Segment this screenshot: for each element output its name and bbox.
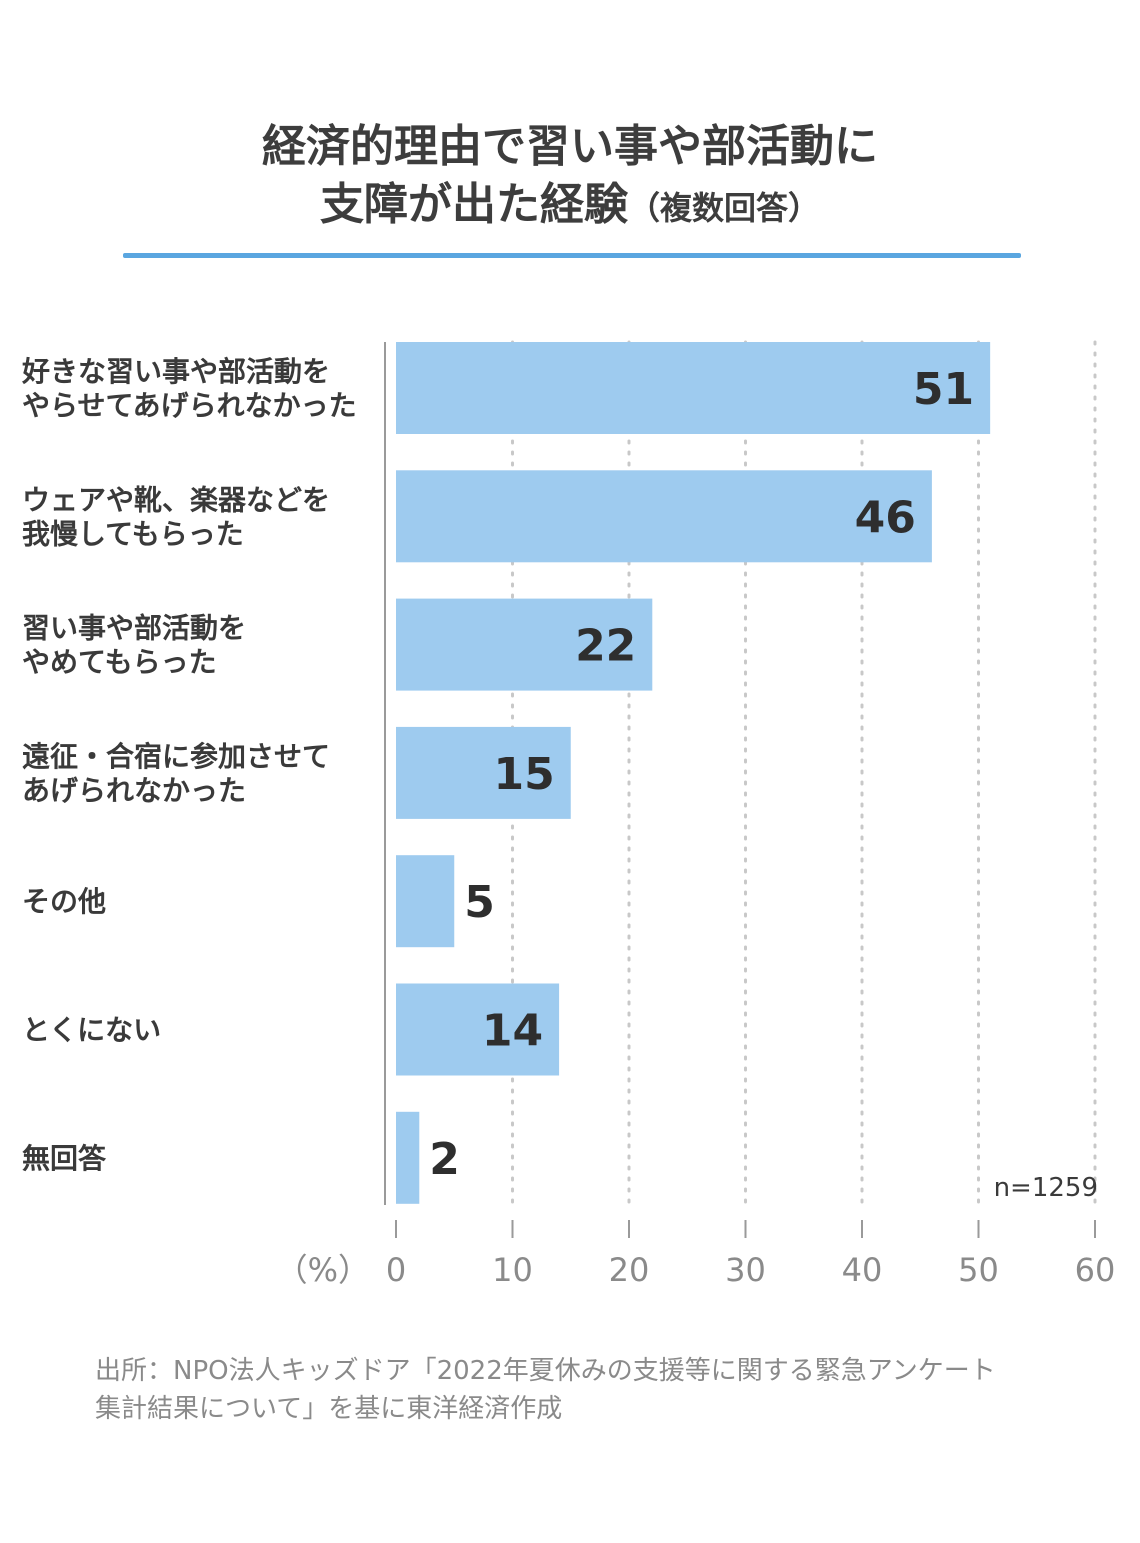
bar <box>396 470 932 563</box>
title-underline <box>123 253 1021 258</box>
tick-label: 0 <box>386 1251 406 1289</box>
tick-label: 10 <box>492 1251 533 1289</box>
category-label: 遠征・合宿に参加させてあげられなかった <box>22 740 330 807</box>
chart-title: 経済的理由で習い事や部活動に 支障が出た経験（複数回答） <box>0 118 1140 237</box>
value-label: 46 <box>855 492 916 543</box>
value-label: 14 <box>482 1006 543 1057</box>
tick-label: 50 <box>958 1251 999 1289</box>
title-line-1: 経済的理由で習い事や部活動に <box>262 121 878 172</box>
value-label: 15 <box>494 749 555 800</box>
category-label: 好きな習い事や部活動をやらせてあげられなかった <box>21 355 357 422</box>
bar <box>396 342 991 434</box>
category-label: 習い事や部活動をやめてもらった <box>22 612 246 679</box>
bar <box>396 598 653 691</box>
value-label: 51 <box>913 364 974 415</box>
source-note: 出所：NPO法人キッズドア「2022年夏休みの支援等に関する緊急アンケート 集計… <box>95 1352 1075 1428</box>
category-label: ウェアや靴、楽器などを我慢してもらった <box>22 483 330 550</box>
value-label: 2 <box>429 1134 460 1185</box>
bar <box>396 1111 420 1204</box>
bar <box>396 726 571 819</box>
value-label: 22 <box>575 621 636 672</box>
category-label: その他 <box>22 885 106 918</box>
value-label: 5 <box>464 877 495 928</box>
category-label: とくにない <box>22 1014 161 1047</box>
title-line-2-suffix: （複数回答） <box>627 189 820 227</box>
tick-label: 60 <box>1075 1251 1116 1289</box>
category-label: 無回答 <box>22 1142 107 1175</box>
tick-label: 30 <box>725 1251 766 1289</box>
sample-size-note: n=1259 <box>994 1173 1098 1203</box>
source-line-1: 出所：NPO法人キッズドア「2022年夏休みの支援等に関する緊急アンケート <box>95 1356 996 1386</box>
bar <box>396 983 560 1076</box>
bar <box>396 855 455 948</box>
source-line-2: 集計結果について」を基に東洋経済作成 <box>95 1394 563 1424</box>
tick-label: 40 <box>842 1251 883 1289</box>
title-line-2: 支障が出た経験（複数回答） <box>0 176 1140 237</box>
title-line-2-main: 支障が出た経験 <box>319 179 628 230</box>
unit-label: （%） <box>276 1251 370 1289</box>
tick-label: 20 <box>609 1251 650 1289</box>
bar-chart: 好きな習い事や部活動をやらせてあげられなかったウェアや靴、楽器などを我慢してもら… <box>21 340 1116 1289</box>
